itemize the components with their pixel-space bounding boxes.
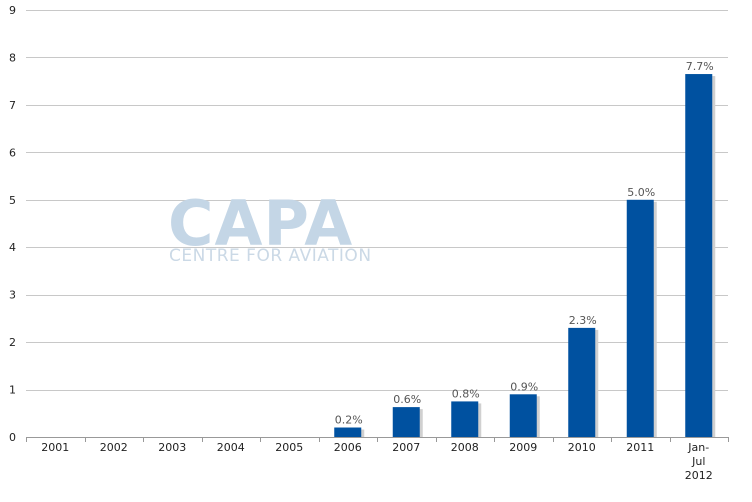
bar-value-label: 0.9% — [510, 380, 538, 393]
y-tick-label: 3 — [9, 289, 16, 302]
bar-value-label: 5.0% — [627, 186, 655, 199]
bar — [568, 327, 596, 437]
bar-value-label: 0.2% — [335, 414, 363, 427]
watermark-logo: CAPA — [168, 187, 353, 260]
x-tick-label: 2004 — [217, 441, 245, 454]
x-tick-label: 2005 — [275, 441, 303, 454]
x-tick-label: 2011 — [626, 441, 654, 454]
y-tick-label: 1 — [9, 384, 16, 397]
data-labels: 0.2% 0.6% 0.8% 0.9% 2.3% 5.0% 7.7% — [335, 60, 714, 426]
bars — [334, 74, 716, 438]
x-tick-label: 2002 — [100, 441, 128, 454]
x-axis-ticks: 2001 2002 2003 2004 2005 2006 2007 2008 2009 2010… — [41, 441, 713, 482]
bar-value-label: 2.3% — [569, 314, 597, 327]
y-tick-label: 2 — [9, 336, 16, 349]
x-tick-label: 2008 — [451, 441, 479, 454]
bar — [392, 407, 420, 437]
x-tick-label: 2010 — [568, 441, 596, 454]
gridlines — [26, 10, 728, 391]
bar-value-label: 7.7% — [686, 60, 714, 73]
bar — [685, 74, 713, 438]
y-tick-label: 6 — [9, 146, 16, 159]
y-tick-label: 5 — [9, 194, 16, 207]
bar — [334, 427, 362, 437]
capa-watermark: CAPA CENTRE FOR AVIATION — [168, 187, 372, 266]
bar — [509, 394, 537, 437]
x-tick-label: 2009 — [509, 441, 537, 454]
bar — [451, 401, 479, 437]
bar-value-label: 0.6% — [393, 393, 421, 406]
bar — [626, 199, 654, 437]
x-tick-label: 2001 — [41, 441, 69, 454]
y-axis-ticks: 0 1 2 3 4 5 6 7 8 9 — [9, 4, 16, 444]
x-tick-label: 2007 — [392, 441, 420, 454]
y-tick-label: 8 — [9, 51, 16, 64]
axes — [26, 437, 729, 442]
bar-value-label: 0.8% — [452, 387, 480, 400]
x-tick-label: 2003 — [158, 441, 186, 454]
x-tick-label: 2006 — [334, 441, 362, 454]
y-tick-label: 7 — [9, 99, 16, 112]
y-tick-label: 4 — [9, 241, 16, 254]
y-tick-label: 9 — [9, 4, 16, 17]
y-tick-label: 0 — [9, 431, 16, 444]
watermark-tagline: CENTRE FOR AVIATION — [169, 246, 372, 266]
x-tick-label: Jan-Jul 2012 — [685, 441, 713, 482]
